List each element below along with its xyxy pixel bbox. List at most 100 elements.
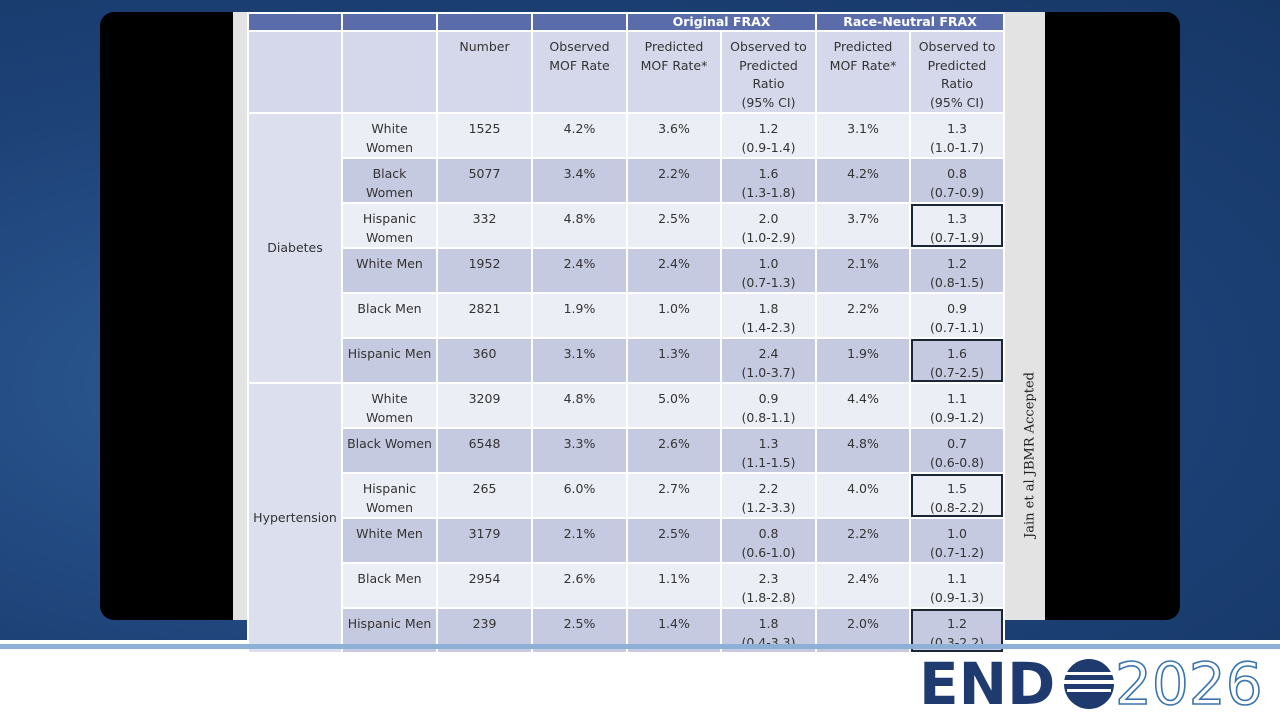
- row-label: Black Men: [341, 562, 438, 609]
- row-label: Hispanic Men: [341, 337, 438, 384]
- cell: 1.3%: [626, 337, 722, 384]
- column-header: Predicted MOF Rate*: [626, 30, 722, 114]
- cell: 1.3 (1.0-1.7): [909, 112, 1006, 159]
- cell: 1525: [436, 112, 533, 159]
- cell: 0.9 (0.7-1.1): [909, 292, 1006, 339]
- cell: 2.4%: [815, 562, 912, 609]
- row-label: Black Women: [341, 427, 438, 474]
- data-row: Black Women 5077 3.4% 2.2% 1.6 (1.3-1.8) 4.2%…: [248, 157, 1006, 204]
- header-cell: [436, 12, 533, 32]
- row-label: White Women: [341, 382, 438, 429]
- column-header: Observed to Predicted Ratio (95% CI): [909, 30, 1006, 114]
- cell: 3.1%: [815, 112, 912, 159]
- cell: 3179: [436, 517, 533, 564]
- cell: 2.6%: [531, 562, 628, 609]
- data-row: Hypertension White Women 3209 4.8% 5.0% 0.9 (…: [247, 382, 1006, 654]
- cell: 3.1%: [531, 337, 628, 384]
- cell: 4.8%: [531, 382, 628, 429]
- citation: Jain et al JBMR Accepted: [1022, 372, 1038, 538]
- header-cell: [247, 30, 343, 114]
- row-label: Black Men: [341, 292, 438, 339]
- cell: 1.3 (0.7-1.9): [909, 202, 1006, 249]
- cell: 2.7%: [626, 472, 722, 519]
- group-label: Hypertension: [247, 382, 343, 654]
- data-row: White Men 1952 2.4% 2.4% 1.0 (0.7-1.3) 2.1% 1.…: [248, 247, 1006, 294]
- cell: 1952: [436, 247, 533, 294]
- cell: 1.1 (0.9-1.3): [909, 562, 1006, 609]
- cell: 4.8%: [815, 427, 912, 474]
- table-body: Original FRAX Race-Neutral FRAX Number Obse…: [247, 12, 1006, 654]
- group-header: Original FRAX: [625, 12, 818, 32]
- cell: 2.6%: [626, 427, 722, 474]
- group-header: Race-Neutral FRAX: [815, 12, 1006, 32]
- group-label: Diabetes: [247, 112, 343, 384]
- cell: 360: [436, 337, 533, 384]
- header-cell: [341, 12, 438, 32]
- data-row: Black Men 2954 2.6% 1.1% 2.3 (1.8-2.8) 2.4% 1.…: [248, 562, 1006, 609]
- cell: 3.4%: [531, 157, 628, 204]
- cell: 2.0 (1.0-2.9): [719, 202, 818, 249]
- cell: 2.4 (1.0-3.7): [719, 337, 818, 384]
- cell: 6.0%: [531, 472, 628, 519]
- row-label: White Men: [341, 517, 438, 564]
- cell: 1.3 (1.1-1.5): [719, 427, 818, 474]
- cell: 0.7 (0.6-0.8): [909, 427, 1006, 474]
- cell: 1.6 (1.3-1.8): [719, 157, 818, 204]
- cell: 2.2 (1.2-3.3): [719, 472, 818, 519]
- cell: 2.4%: [626, 247, 722, 294]
- cell: 2954: [436, 562, 533, 609]
- row-label: White Men: [341, 247, 438, 294]
- cell: 2.5%: [626, 202, 722, 249]
- data-row: Black Women 6548 3.3% 2.6% 1.3 (1.1-1.5) 4.8%…: [248, 427, 1006, 474]
- cell: 2.3 (1.8-2.8): [719, 562, 818, 609]
- globe-icon: [1064, 659, 1114, 709]
- cell: 2.5%: [626, 517, 722, 564]
- cell: 4.8%: [531, 202, 628, 249]
- row-label: Black Women: [341, 157, 438, 204]
- cell: 1.0 (0.7-1.3): [719, 247, 818, 294]
- cell: 2.4%: [531, 247, 628, 294]
- row-label: White Women: [341, 112, 438, 159]
- header-row: Original FRAX Race-Neutral FRAX: [247, 12, 1006, 32]
- cell: 2.2%: [626, 157, 722, 204]
- cell: 0.9 (0.8-1.1): [719, 382, 818, 429]
- cell: 1.1 (0.9-1.2): [909, 382, 1006, 429]
- column-header: Predicted MOF Rate*: [815, 30, 912, 114]
- logo: END 2026: [919, 652, 1263, 716]
- cell: 3209: [436, 382, 533, 429]
- cell: 1.9%: [815, 337, 912, 384]
- cell: 4.2%: [531, 112, 628, 159]
- row-label: Hispanic Women: [341, 202, 438, 249]
- data-row: Black Men 2821 1.9% 1.0% 1.8 (1.4-2.3) 2.2% 0.…: [248, 292, 1006, 339]
- data-row: Hispanic Women 265 6.0% 2.7% 2.2 (1.2-3.3) 4.…: [248, 472, 1006, 519]
- cell: 1.2 (0.8-1.5): [909, 247, 1006, 294]
- data-row: Hispanic Women 332 4.8% 2.5% 2.0 (1.0-2.9) 3.…: [248, 202, 1006, 249]
- logo-brand: END: [919, 652, 1055, 716]
- cell: 2.2%: [815, 517, 912, 564]
- cell: 2.2%: [815, 292, 912, 339]
- cell: 1.6 (0.7-2.5): [909, 337, 1006, 384]
- data-row: Hispanic Men 360 3.1% 1.3% 2.4 (1.0-3.7) 1.9%…: [248, 337, 1006, 384]
- cell: 4.2%: [815, 157, 912, 204]
- cell: 2.1%: [815, 247, 912, 294]
- header-cell: [341, 30, 438, 114]
- cell: 332: [436, 202, 533, 249]
- cell: 4.4%: [815, 382, 912, 429]
- cell: 1.0%: [626, 292, 722, 339]
- cell: 0.8 (0.7-0.9): [909, 157, 1006, 204]
- row-label: Hispanic Women: [341, 472, 438, 519]
- column-header: Observed MOF Rate: [531, 30, 628, 114]
- cell: 1.5 (0.8-2.2): [909, 472, 1006, 519]
- data-row: Diabetes White Women 1525 4.2% 3.6% 1.2 (0.9-…: [247, 112, 1006, 384]
- cell: 2.1%: [531, 517, 628, 564]
- cell: 5077: [436, 157, 533, 204]
- cell: 265: [436, 472, 533, 519]
- cell: 3.7%: [815, 202, 912, 249]
- header-row: Number Observed MOF Rate Predicted MOF Rat…: [247, 30, 1006, 114]
- cell: 1.9%: [531, 292, 628, 339]
- cell: 1.0 (0.7-1.2): [909, 517, 1006, 564]
- column-header: Observed to Predicted Ratio (95% CI): [719, 30, 818, 114]
- cell: 1.8 (1.4-2.3): [719, 292, 818, 339]
- cell: 0.8 (0.6-1.0): [719, 517, 818, 564]
